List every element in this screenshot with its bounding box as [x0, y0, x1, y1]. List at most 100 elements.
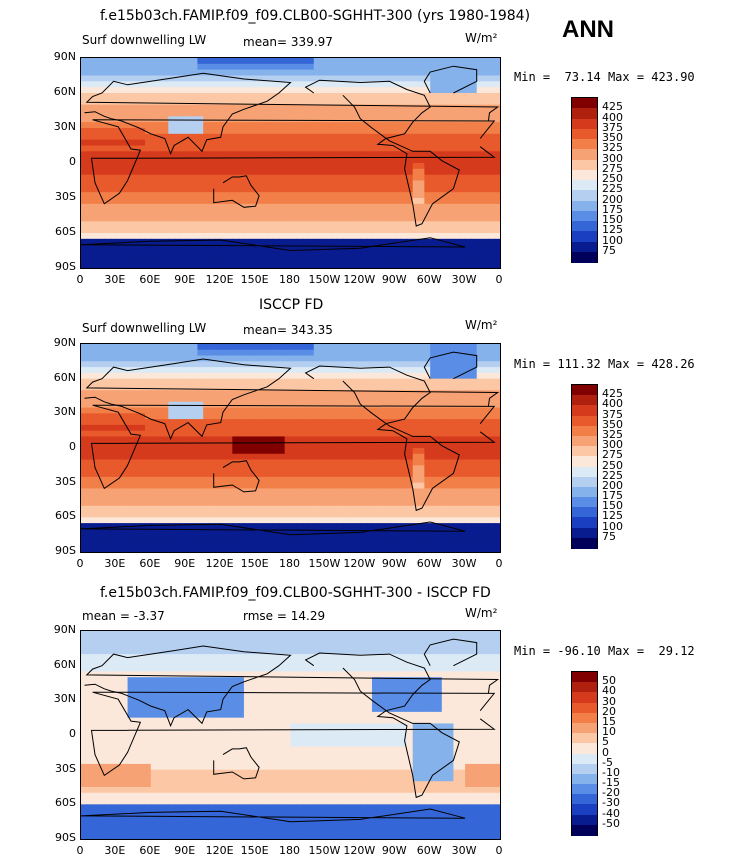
map-cell [354, 448, 361, 455]
map-cell [313, 436, 321, 443]
map-cell [156, 476, 164, 484]
map-cell [232, 116, 239, 123]
map-cell [371, 192, 379, 199]
map-cell [220, 133, 228, 141]
map-cell [290, 396, 297, 403]
map-cell [121, 145, 129, 152]
map-cell [174, 174, 181, 182]
map-cell [127, 180, 134, 187]
map-cell [104, 168, 111, 176]
map-cell [261, 168, 268, 176]
map-cell [185, 488, 193, 495]
map-cell [284, 511, 292, 518]
map-cell [331, 494, 338, 501]
map-cell [302, 209, 309, 217]
map-cell [284, 494, 292, 501]
map-cell [435, 517, 443, 524]
map-cell [273, 186, 280, 193]
map-cell [401, 145, 408, 152]
map-cell [145, 378, 152, 386]
map-cell [261, 523, 268, 530]
map-cell [307, 523, 315, 530]
map-cell [354, 209, 361, 217]
map-cell [313, 459, 321, 466]
map-cell [273, 221, 280, 228]
map-cell [319, 209, 327, 217]
map-cell [220, 471, 228, 478]
map-cell [197, 378, 204, 386]
map-cell [371, 98, 379, 106]
map-cell [197, 459, 204, 466]
map-cell [249, 378, 257, 386]
map-cell [284, 523, 292, 530]
map-cell [424, 163, 431, 170]
map-cell [284, 104, 292, 112]
map-cell [331, 396, 338, 403]
map-cell [110, 174, 117, 182]
map-cell [331, 413, 338, 420]
map-cell [447, 110, 455, 117]
map-cell [325, 448, 332, 455]
map-cell [104, 488, 111, 495]
map-cell [255, 221, 262, 228]
map-cell [267, 453, 274, 461]
map-cell [139, 133, 146, 141]
map-cell [488, 430, 495, 438]
map-cell [110, 262, 117, 268]
map-cell [296, 262, 303, 268]
map-cell [494, 93, 500, 100]
map-cell [168, 203, 175, 211]
map-cell [278, 262, 286, 268]
map-cell [412, 344, 420, 351]
map-cell [145, 517, 152, 524]
map-cell [278, 209, 286, 217]
map-cell [110, 69, 117, 77]
map-cell [290, 453, 297, 461]
map-cell [179, 203, 187, 211]
map-cell [494, 151, 500, 158]
map-cell [494, 58, 500, 65]
map-cell [121, 488, 129, 495]
map-cell [284, 58, 292, 65]
map-cell [389, 198, 396, 205]
map-cell [377, 186, 385, 193]
map-cell [453, 384, 460, 391]
map-cell [319, 203, 327, 211]
map-cell [401, 209, 408, 217]
map-cell [197, 63, 204, 71]
map-cell [104, 372, 111, 380]
map-cell [459, 424, 466, 432]
map-cell [459, 511, 466, 518]
map-cell [174, 476, 181, 484]
map-cell [255, 98, 262, 106]
map-cell [430, 93, 437, 100]
map-cell [325, 344, 332, 351]
map-cell [209, 372, 216, 380]
map-cell [354, 116, 361, 123]
map-cell [243, 436, 251, 443]
map-cell [197, 139, 204, 147]
map-cell [220, 128, 228, 135]
map-cell [156, 465, 164, 472]
map-cell [209, 396, 216, 403]
map-cell [459, 442, 466, 449]
map-cell [220, 209, 228, 217]
map-cell [307, 482, 315, 490]
map-cell [226, 262, 233, 268]
map-cell [406, 250, 414, 257]
map-cell [243, 151, 251, 158]
map-cell [348, 482, 356, 490]
map-cell [127, 419, 134, 426]
map-cell [476, 367, 484, 374]
map-cell [488, 511, 495, 518]
map-cell [412, 151, 420, 158]
map-cell [110, 482, 117, 490]
map-cell [185, 528, 193, 536]
map-cell [331, 244, 338, 252]
map-cell [92, 192, 100, 199]
map-cell [383, 419, 391, 426]
map-cell [162, 378, 169, 386]
map-cell [296, 407, 303, 414]
map-cell [214, 471, 222, 478]
map-cell [430, 209, 437, 217]
